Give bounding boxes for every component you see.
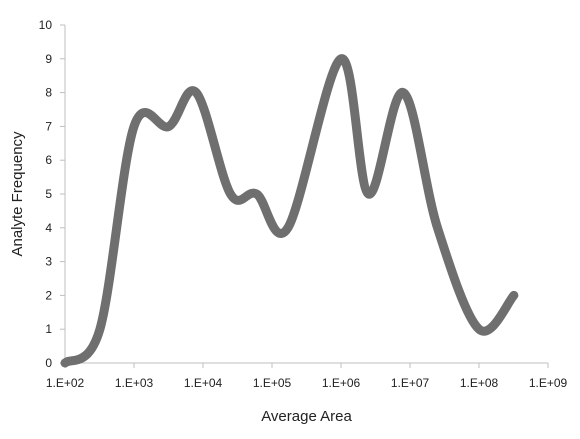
data-point (229, 193, 232, 195)
data-point (195, 91, 198, 94)
plot-area (64, 25, 548, 364)
y-tick-label: 2 (45, 288, 52, 302)
y-tick-label: 5 (45, 187, 52, 201)
y-axis-ticks: 0 1 2 3 4 5 6 7 8 9 10 (39, 18, 65, 370)
data-point (133, 125, 135, 128)
y-tick-label: 4 (45, 221, 52, 235)
y-tick-label: 3 (45, 255, 52, 269)
x-tick-label: 1.E+09 (529, 376, 568, 390)
y-tick-label: 7 (45, 119, 52, 133)
x-tick-label: 1.E+06 (322, 376, 361, 390)
x-axis-ticks: 1.E+02 1.E+03 1.E+04 1.E+05 1.E+06 1.E+07 1.E+… (46, 363, 568, 390)
data-point (478, 328, 480, 331)
x-tick-label: 1.E+04 (184, 376, 223, 390)
y-tick-label: 6 (45, 153, 52, 167)
data-points (64, 57, 515, 364)
x-axis-title: Average Area (261, 408, 352, 425)
x-tick-label: 1.E+08 (460, 376, 499, 390)
data-point (64, 362, 66, 364)
y-tick-label: 0 (45, 356, 52, 370)
series-line (60, 54, 519, 368)
x-tick-label: 1.E+02 (46, 376, 85, 390)
data-point (340, 57, 342, 60)
data-point (402, 91, 405, 94)
data-point (436, 226, 439, 229)
y-axis-title: Analyte Frequency (9, 131, 26, 257)
data-point (512, 294, 515, 297)
data-point (255, 193, 258, 195)
x-tick-label: 1.E+03 (115, 376, 154, 390)
x-tick-label: 1.E+07 (391, 376, 430, 390)
y-tick-label: 8 (45, 86, 52, 100)
data-point (167, 125, 170, 128)
y-tick-label: 9 (45, 52, 52, 66)
x-tick-label: 1.E+05 (253, 376, 292, 390)
data-point (367, 193, 370, 195)
y-tick-label: 10 (39, 18, 53, 32)
data-point (98, 328, 101, 331)
data-point (286, 226, 289, 229)
y-tick-label: 1 (45, 322, 52, 336)
